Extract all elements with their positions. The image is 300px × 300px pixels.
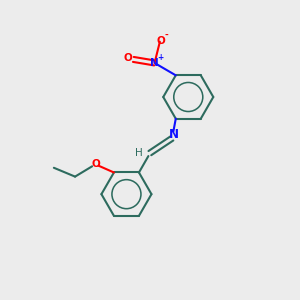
Text: H: H <box>135 148 143 158</box>
Text: N: N <box>168 128 178 141</box>
Text: +: + <box>157 53 163 62</box>
Text: N: N <box>150 58 159 68</box>
Text: O: O <box>156 36 165 46</box>
Text: O: O <box>91 159 100 169</box>
Text: -: - <box>164 31 168 40</box>
Text: O: O <box>124 53 132 63</box>
